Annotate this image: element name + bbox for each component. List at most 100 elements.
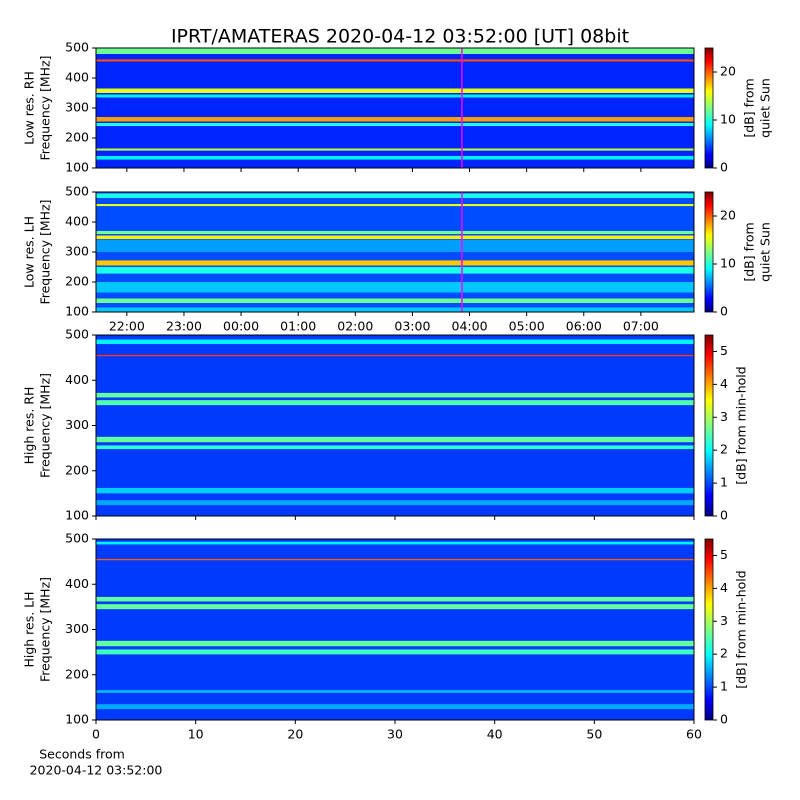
x-tick-label: 03:00 [394, 319, 430, 334]
heatmap-band [96, 94, 694, 98]
heatmap-band [96, 392, 694, 398]
y-tick-label: 300 [65, 100, 89, 115]
colorbar [704, 191, 714, 313]
y-tick-label: 100 [65, 712, 89, 727]
x-tick-label: 00:00 [223, 319, 259, 334]
heatmap-band [96, 240, 694, 252]
heatmap-band [96, 156, 694, 160]
colorbar-label: [dB] from min-hold [734, 570, 749, 688]
colorbar-tick-label: 20 [720, 208, 736, 223]
colorbar-tick-label: 4 [720, 580, 728, 595]
heatmap-band [96, 231, 694, 234]
y-axis-label: Low res. LH [22, 216, 37, 288]
heatmap-band [96, 339, 694, 345]
heatmap-band [96, 117, 694, 122]
x-axis-label: 2020-04-12 03:52:00 [30, 763, 163, 778]
y-tick-label: 100 [65, 508, 89, 523]
heatmap-band [96, 354, 694, 357]
colorbar-label: quiet Sun [758, 78, 773, 138]
y-tick-label: 200 [65, 130, 89, 145]
heatmap-band [96, 487, 694, 494]
x-axis-label: Seconds from [39, 747, 125, 762]
y-axis-label: Frequency [MHz] [38, 55, 53, 160]
y-tick-label: 500 [65, 531, 89, 546]
y-tick-label: 400 [65, 214, 89, 229]
heatmap-band [96, 400, 694, 406]
colorbar [704, 538, 714, 721]
y-tick-label: 200 [65, 666, 89, 681]
heatmap-band [96, 649, 694, 655]
colorbar-tick-label: 1 [720, 679, 728, 694]
colorbar-tick-label: 5 [720, 343, 728, 358]
heatmap-band [96, 500, 694, 506]
colorbar-tick-label: 0 [720, 160, 728, 175]
y-tick-label: 300 [65, 621, 89, 636]
x-tick-label: 06:00 [566, 319, 602, 334]
colorbar-tick-label: 2 [720, 646, 728, 661]
x-tick-label: 30 [387, 727, 403, 742]
heatmap-band [96, 704, 694, 710]
y-tick-label: 400 [65, 372, 89, 387]
heatmap-band [96, 193, 694, 198]
heatmap-band [96, 204, 694, 207]
heatmap-band [96, 307, 694, 312]
colorbar-label: [dB] from [742, 78, 757, 137]
y-tick-label: 200 [65, 274, 89, 289]
x-tick-label: 01:00 [280, 319, 316, 334]
colorbar-tick-label: 5 [720, 547, 728, 562]
colorbar-tick-label: 10 [720, 256, 736, 271]
heatmap-band [96, 123, 694, 126]
x-tick-label: 0 [92, 727, 100, 742]
y-tick-label: 500 [65, 327, 89, 342]
y-tick-label: 300 [65, 417, 89, 432]
y-tick-label: 400 [65, 70, 89, 85]
colorbar [704, 47, 714, 169]
x-tick-label: 50 [586, 727, 602, 742]
x-tick-label: 22:00 [109, 319, 145, 334]
y-axis-label: Low res. RH [22, 71, 37, 145]
colorbar-tick-label: 0 [720, 712, 728, 727]
colorbar-label: [dB] from min-hold [734, 366, 749, 484]
colorbar-tick-label: 4 [720, 376, 728, 391]
heatmap-background [96, 539, 694, 720]
x-tick-label: 02:00 [337, 319, 373, 334]
heatmap-band [96, 235, 694, 240]
heatmap-band [96, 260, 694, 266]
heatmap-band [96, 604, 694, 610]
x-tick-label: 60 [686, 727, 702, 742]
heatmap-band [96, 59, 694, 62]
chart-title: IPRT/AMATERAS 2020-04-12 03:52:00 [UT] 0… [171, 26, 629, 48]
heatmap-band [96, 282, 694, 293]
heatmap-band [96, 596, 694, 602]
x-tick-label: 23:00 [166, 319, 202, 334]
heatmap-band [96, 148, 694, 151]
y-tick-label: 500 [65, 40, 89, 55]
heatmap-background [96, 335, 694, 516]
heatmap-band [96, 267, 694, 274]
y-tick-label: 200 [65, 462, 89, 477]
y-axis-label: Frequency [MHz] [38, 577, 53, 682]
colorbar-tick-label: 20 [720, 64, 736, 79]
colorbar-label: quiet Sun [758, 222, 773, 282]
x-tick-label: 05:00 [509, 319, 545, 334]
colorbar-tick-label: 2 [720, 442, 728, 457]
y-axis-label: High res. LH [22, 591, 37, 667]
y-tick-label: 100 [65, 160, 89, 175]
heatmap-band [96, 640, 694, 647]
heatmap-band [96, 436, 694, 443]
heatmap-background [96, 48, 694, 168]
heatmap-band [96, 298, 694, 303]
y-tick-label: 300 [65, 244, 89, 259]
x-tick-label: 07:00 [623, 319, 659, 334]
colorbar-tick-label: 3 [720, 409, 728, 424]
heatmap-band [96, 48, 694, 54]
colorbar-tick-label: 0 [720, 304, 728, 319]
colorbar-tick-label: 3 [720, 613, 728, 628]
heatmap-band [96, 541, 694, 545]
colorbar [704, 334, 714, 517]
colorbar-tick-label: 0 [720, 508, 728, 523]
y-tick-label: 500 [65, 184, 89, 199]
x-tick-label: 20 [287, 727, 303, 742]
x-tick-label: 04:00 [452, 319, 488, 334]
